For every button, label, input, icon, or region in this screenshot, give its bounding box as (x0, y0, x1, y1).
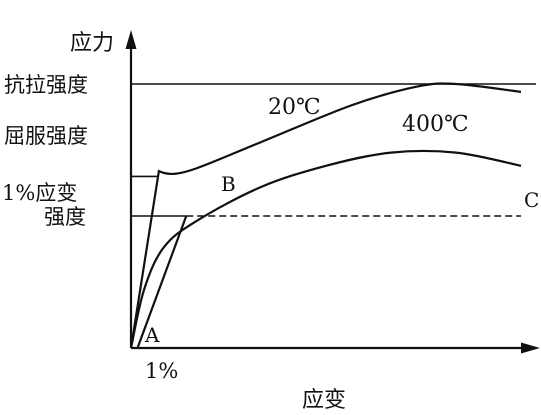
axes (125, 30, 540, 354)
series-400c-line (129, 149, 522, 349)
y-tick-one-percent-strain: 1%应变 (2, 181, 77, 205)
series-20c-label: 20℃ (268, 95, 321, 120)
y-tick-yield-strength: 屈服强度 (4, 124, 88, 148)
y-tick-strength: 强度 (44, 205, 86, 229)
series-20c-line (129, 82, 522, 349)
x-axis-label: 应变 (302, 388, 346, 413)
point-label-a: A (144, 323, 160, 347)
series-400c-label: 400℃ (402, 112, 469, 137)
point-label-c: C (524, 188, 539, 212)
x-axis-arrow (521, 342, 540, 354)
y-tick-tensile-strength: 抗拉强度 (4, 73, 88, 97)
y-axis-label: 应力 (70, 31, 114, 56)
y-axis-arrow (125, 30, 137, 49)
point-label-b: B (221, 172, 236, 196)
offset-line-a-b (136, 215, 188, 349)
x-tick-one-percent: 1% (145, 359, 178, 383)
